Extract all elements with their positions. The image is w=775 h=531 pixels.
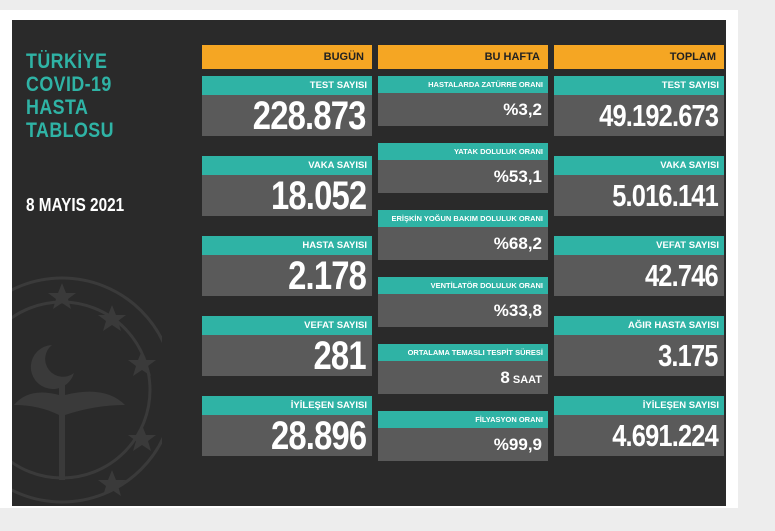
week-column: BU HAFTA HASTALARDA ZATÜRRE ORANI %3,2 Y… <box>378 45 548 461</box>
stat-value: 42.746 <box>554 255 724 296</box>
stat-unit: SAAT <box>512 374 542 386</box>
title-line: TABLOSU <box>26 119 114 142</box>
stat-card-week-contact-time: ORTALAMA TEMASLI TESPİT SÜRESİ 8 SAAT <box>378 344 548 394</box>
stat-label: VEFAT SAYISI <box>202 316 372 335</box>
column-header-week: BU HAFTA <box>378 45 548 69</box>
stat-card-total-severe: AĞIR HASTA SAYISI 3.175 <box>554 316 724 376</box>
report-date: 8 MAYIS 2021 <box>26 195 125 215</box>
stat-card-total-tests: TEST SAYISI 49.192.673 <box>554 76 724 136</box>
stat-card-total-cases: VAKA SAYISI 5.016.141 <box>554 156 724 216</box>
stat-value: 2.178 <box>202 254 372 298</box>
stat-value: 4.691.224 <box>554 415 724 456</box>
title-line: HASTA <box>26 96 89 119</box>
stat-value: 49.192.673 <box>554 95 724 136</box>
stat-card-total-deaths: VEFAT SAYISI 42.746 <box>554 236 724 296</box>
stat-value: 281 <box>202 334 372 378</box>
stat-number: 2.178 <box>288 254 367 298</box>
stat-value: %33,8 <box>378 294 548 327</box>
stat-card-week-ventilator: VENTİLATÖR DOLULUK ORANI %33,8 <box>378 277 548 327</box>
covid-dashboard: TÜRKİYE COVID-19 HASTA TABLOSU 8 MAYIS 2… <box>12 20 726 506</box>
stat-card-week-icu-occupancy: ERİŞKİN YOĞUN BAKIM DOLULUK ORANI %68,2 <box>378 210 548 260</box>
stat-card-today-deaths: VEFAT SAYISI 281 <box>202 316 372 378</box>
stat-number: 28.896 <box>270 414 367 458</box>
stat-label: VEFAT SAYISI <box>554 236 724 255</box>
stat-label: ORTALAMA TEMASLI TESPİT SÜRESİ <box>378 344 548 361</box>
stat-value: %99,9 <box>378 428 548 461</box>
stat-card-today-tests: TEST SAYISI 228.873 <box>202 76 372 138</box>
stat-label: TEST SAYISI <box>202 76 372 95</box>
stat-card-week-filiation: FİLYASYON ORANI %99,9 <box>378 411 548 461</box>
stat-card-total-recovered: İYİLEŞEN SAYISI 4.691.224 <box>554 396 724 456</box>
today-column: BUGÜN TEST SAYISI 228.873 VAKA SAYISI 18… <box>202 45 372 457</box>
stat-value: 5.016.141 <box>554 175 724 216</box>
stat-label: VAKA SAYISI <box>554 156 724 175</box>
stat-label: İYİLEŞEN SAYISI <box>202 396 372 415</box>
stat-label: İYİLEŞEN SAYISI <box>554 396 724 415</box>
stat-label: TEST SAYISI <box>554 76 724 95</box>
stat-number: 5.016.141 <box>612 178 719 213</box>
stat-value: 3.175 <box>554 335 724 376</box>
total-column: TOPLAM TEST SAYISI 49.192.673 VAKA SAYIS… <box>554 45 724 456</box>
stat-value: 28.896 <box>202 414 372 458</box>
column-header-total: TOPLAM <box>554 45 724 69</box>
column-header-today: BUGÜN <box>202 45 372 69</box>
stat-label: ERİŞKİN YOĞUN BAKIM DOLULUK ORANI <box>378 210 548 227</box>
stat-card-today-recovered: İYİLEŞEN SAYISI 28.896 <box>202 396 372 458</box>
stat-value: 18.052 <box>202 174 372 218</box>
stat-label: FİLYASYON ORANI <box>378 411 548 428</box>
title-line: COVID-19 <box>26 73 112 96</box>
stat-card-week-bed-occupancy: YATAK DOLULUK ORANI %53,1 <box>378 143 548 193</box>
ministry-emblem-icon <box>12 275 162 506</box>
stat-card-today-cases: VAKA SAYISI 18.052 <box>202 156 372 218</box>
stat-value: 228.873 <box>202 94 372 138</box>
stat-number: 42.746 <box>645 258 719 293</box>
stat-value: %3,2 <box>378 93 548 126</box>
title-line: TÜRKİYE <box>26 50 108 73</box>
stat-value: %53,1 <box>378 160 548 193</box>
stat-number: 228.873 <box>253 94 367 138</box>
stat-value: 8 SAAT <box>378 361 548 394</box>
stat-number: 8 <box>500 368 510 387</box>
stat-number: 3.175 <box>658 338 718 373</box>
stat-value: %68,2 <box>378 227 548 260</box>
stat-number: 18.052 <box>270 174 367 218</box>
stat-card-today-patients: HASTA SAYISI 2.178 <box>202 236 372 298</box>
stat-number: 281 <box>313 334 367 378</box>
stat-label: VAKA SAYISI <box>202 156 372 175</box>
stat-label: HASTALARDA ZATÜRRE ORANI <box>378 76 548 93</box>
stat-card-week-pneumonia: HASTALARDA ZATÜRRE ORANI %3,2 <box>378 76 548 126</box>
stat-label: YATAK DOLULUK ORANI <box>378 143 548 160</box>
stat-label: HASTA SAYISI <box>202 236 372 255</box>
dashboard-title: TÜRKİYE COVID-19 HASTA TABLOSU <box>26 50 162 142</box>
stat-label: AĞIR HASTA SAYISI <box>554 316 724 335</box>
stat-number: 4.691.224 <box>612 418 719 453</box>
stat-number: 49.192.673 <box>598 98 719 133</box>
stat-label: VENTİLATÖR DOLULUK ORANI <box>378 277 548 294</box>
